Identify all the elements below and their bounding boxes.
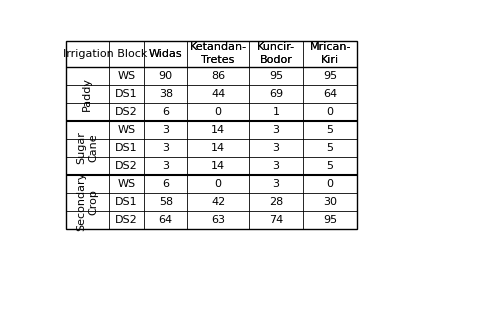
Text: DS2: DS2 [115,215,138,225]
Text: Widas: Widas [149,49,183,59]
Text: 64: 64 [323,89,337,99]
Text: Sugar
Cane: Sugar Cane [76,131,98,164]
Text: 95: 95 [323,71,337,81]
Text: 6: 6 [162,179,169,189]
Text: 1: 1 [272,107,280,117]
Text: DS1: DS1 [115,197,138,207]
Text: Kuncir-
Bodor: Kuncir- Bodor [257,42,295,65]
Text: Mrican-
Kiri: Mrican- Kiri [309,42,351,65]
Text: 74: 74 [269,215,283,225]
Text: 14: 14 [211,161,225,171]
Text: Paddy: Paddy [82,77,93,111]
Text: Ketandan-
Tretes: Ketandan- Tretes [189,42,247,65]
Bar [66,41,357,229]
Text: Secondary
Crop: Secondary Crop [76,172,98,231]
Text: WS: WS [118,125,135,135]
Text: 3: 3 [162,125,169,135]
Text: 63: 63 [211,215,225,225]
Text: 3: 3 [272,161,280,171]
Text: 58: 58 [159,197,173,207]
Text: 42: 42 [211,197,225,207]
Text: 3: 3 [162,143,169,153]
Text: 69: 69 [269,89,283,99]
Text: 0: 0 [327,107,334,117]
Text: DS2: DS2 [115,107,138,117]
Text: 3: 3 [272,143,280,153]
Text: 0: 0 [214,179,222,189]
Text: 5: 5 [327,143,334,153]
Text: 6: 6 [162,107,169,117]
Text: 3: 3 [162,161,169,171]
Text: DS1: DS1 [115,143,138,153]
Text: 3: 3 [272,125,280,135]
Text: Irrigation Block: Irrigation Block [63,49,147,59]
Text: 0: 0 [327,179,334,189]
Text: 3: 3 [272,179,280,189]
Text: DS2: DS2 [115,161,138,171]
Text: 14: 14 [211,125,225,135]
Text: 5: 5 [327,125,334,135]
Text: Mrican-
Kiri: Mrican- Kiri [309,42,351,65]
Text: 28: 28 [269,197,283,207]
Text: Ketandan-
Tretes: Ketandan- Tretes [189,42,247,65]
Text: 30: 30 [323,197,337,207]
Text: DS1: DS1 [115,89,138,99]
Text: 14: 14 [211,143,225,153]
Text: 86: 86 [211,71,225,81]
Text: 5: 5 [327,161,334,171]
Text: Kuncir-
Bodor: Kuncir- Bodor [257,42,295,65]
Text: 38: 38 [159,89,173,99]
Text: 64: 64 [159,215,173,225]
Text: WS: WS [118,71,135,81]
Text: 44: 44 [211,89,225,99]
Text: 90: 90 [159,71,173,81]
Text: Widas: Widas [149,49,183,59]
Text: 0: 0 [214,107,222,117]
Text: WS: WS [118,179,135,189]
Text: 95: 95 [269,71,283,81]
Text: 95: 95 [323,215,337,225]
